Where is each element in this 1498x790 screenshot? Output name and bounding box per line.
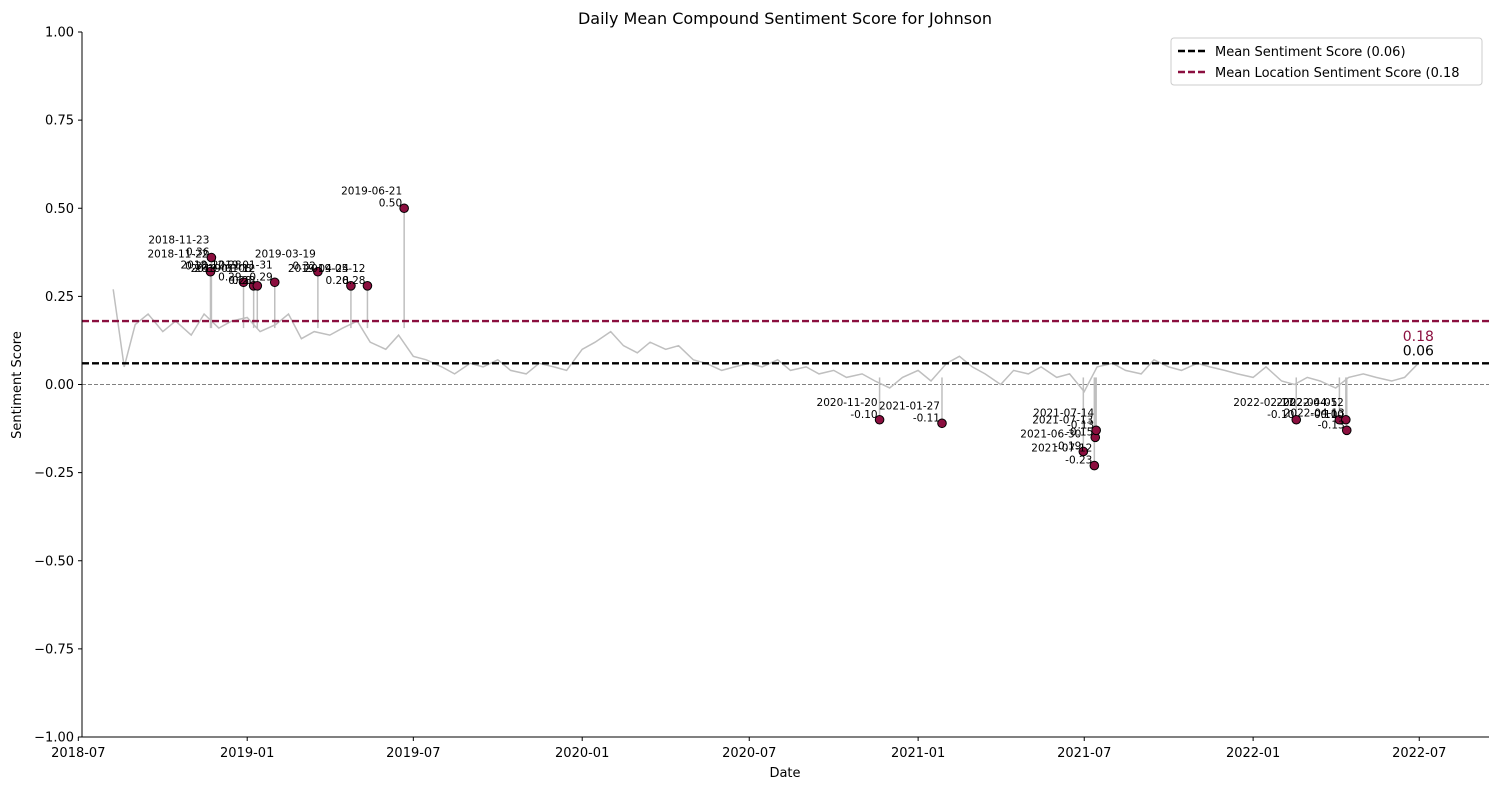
highlight-date-label: 2018-11-23 — [148, 235, 209, 247]
x-axis-label: Date — [769, 766, 800, 781]
x-tick-label: 2019-01 — [220, 746, 274, 761]
highlight-marker — [252, 281, 263, 291]
highlight-marker — [205, 266, 216, 277]
x-tick-label: 2022-07 — [1392, 746, 1446, 761]
highlight-marker — [874, 414, 885, 425]
highlight-date-label: 2019-01-08 — [191, 263, 252, 275]
y-tick-label: −1.00 — [34, 731, 74, 746]
location-mean-end-label: 0.18 — [1403, 329, 1434, 345]
legend: Mean Sentiment Score (0.06) Mean Locatio… — [1170, 37, 1483, 86]
x-tick-label: 2020-07 — [722, 746, 776, 761]
highlight-value-label: -0.19 — [1054, 440, 1081, 452]
highlight-date-label: 2021-07-12 — [1031, 443, 1092, 455]
highlight-marker — [399, 203, 409, 214]
highlight-value-label: -0.10 — [1310, 409, 1337, 421]
highlight-marker — [206, 252, 217, 263]
highlight-value-label: -0.13 — [1067, 419, 1094, 431]
highlight-date-label: 2021-06-30 — [1020, 428, 1081, 440]
highlight-marker — [1078, 446, 1089, 457]
y-tick-label: 1.00 — [45, 26, 74, 41]
y-tick-label: 0.25 — [45, 290, 74, 305]
highlight-value-label: -0.10 — [850, 409, 877, 421]
legend-frame — [1170, 37, 1483, 86]
highlight-value-label: 0.28 — [342, 275, 365, 287]
highlight-value-label: 0.28 — [326, 275, 349, 287]
highlight-value-label: 0.50 — [379, 197, 402, 209]
highlight-value-label: -0.13 — [1318, 419, 1345, 431]
highlight-value-label: 0.29 — [218, 271, 241, 283]
y-tick-label: 0.50 — [45, 202, 74, 217]
highlight-marker — [269, 277, 280, 288]
highlight-date-label: 2019-03-19 — [255, 249, 316, 261]
x-tick-label: 2021-01 — [891, 746, 945, 761]
plot-area: 0.180.062018-11-230.362018-11-220.322018… — [82, 185, 1489, 471]
highlight-value-label: -0.11 — [913, 412, 940, 424]
highlight-marker — [1291, 414, 1302, 425]
highlight-value-label: -0.15 — [1066, 426, 1093, 438]
y-tick-label: 0.00 — [45, 378, 74, 393]
highlight-value-label: 0.28 — [228, 275, 251, 287]
highlight-marker — [1341, 414, 1351, 425]
highlight-marker — [1341, 425, 1352, 436]
y-tick-label: −0.25 — [34, 466, 74, 481]
highlight-date-label: 2019-05-12 — [304, 263, 365, 275]
highlight-date-label: 2022-04-05 — [1276, 397, 1337, 409]
highlight-date-label: 2019-06-21 — [341, 185, 402, 197]
x-tick-label: 2021-07 — [1057, 746, 1111, 761]
highlight-date-label: 2018-12-28 — [181, 259, 242, 271]
highlight-marker — [1089, 460, 1100, 471]
highlight-date-label: 2019-04-24 — [288, 263, 349, 275]
highlight-date-label: 2021-07-13 — [1032, 414, 1093, 426]
highlight-date-label: 2018-11-22 — [147, 249, 208, 261]
highlight-date-label: 2022-04-13 — [1284, 407, 1345, 419]
highlight-date-label: 2019-01-12 — [194, 263, 255, 275]
legend-location-mean-label: Mean Location Sentiment Score (0.18 — [1215, 66, 1460, 81]
chart-title: Daily Mean Compound Sentiment Score for … — [578, 9, 992, 28]
x-tick-label: 2022-01 — [1226, 746, 1280, 761]
highlight-marker — [937, 418, 947, 429]
highlight-value-label: -0.10 — [1267, 409, 1294, 421]
highlight-marker — [346, 281, 356, 291]
x-tick-label: 2019-07 — [386, 746, 440, 761]
highlight-marker — [313, 266, 323, 277]
x-ticks: 2018-07 2019-01 2019-07 2020-01 2020-07 2021-… — [51, 737, 1446, 761]
legend-mean-label: Mean Sentiment Score (0.06) — [1215, 45, 1406, 60]
mean-end-label: 0.06 — [1403, 343, 1434, 359]
highlight-marker — [238, 277, 249, 288]
y-tick-label: −0.75 — [34, 642, 74, 657]
y-tick-label: 0.75 — [45, 114, 74, 129]
x-tick-label: 2020-01 — [555, 746, 609, 761]
highlight-date-label: 2022-02-17 — [1233, 397, 1294, 409]
x-tick-label: 2018-07 — [51, 746, 105, 761]
y-axis-label: Sentiment Score — [10, 331, 25, 439]
highlight-value-label: 0.32 — [185, 261, 208, 273]
highlight-value-label: 0.28 — [232, 275, 255, 287]
daily-sentiment-line — [112, 289, 1419, 393]
highlight-value-label: -0.23 — [1065, 455, 1092, 467]
y-ticks: 1.00 0.75 0.50 0.25 0.00 −0.25 −0.50 −0.75 −1.00 — [34, 26, 82, 746]
highlight-date-label: 2021-01-27 — [879, 400, 940, 412]
y-tick-label: −0.50 — [34, 554, 74, 569]
highlight-date-label: 2020-11-20 — [817, 397, 878, 409]
highlight-date-label: 2022-04-12 — [1283, 397, 1344, 409]
highlight-value-label: -0.10 — [1317, 409, 1344, 421]
highlight-value-label: 0.36 — [186, 247, 210, 259]
highlight-value-label: 0.32 — [292, 261, 315, 273]
highlight-marker — [1091, 425, 1101, 436]
highlight-marker — [362, 281, 373, 291]
highlight-value-label: 0.29 — [249, 271, 272, 283]
highlight-date-label: 2021-07-14 — [1033, 407, 1094, 419]
highlight-date-label: 2019-01-31 — [212, 259, 273, 271]
